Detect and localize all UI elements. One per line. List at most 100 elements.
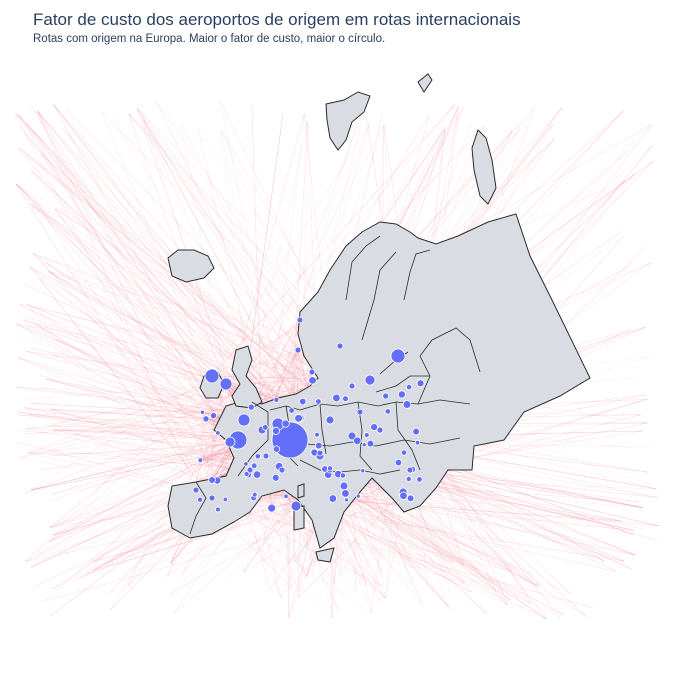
airport-marker[interactable] (202, 415, 210, 423)
airport-marker[interactable] (208, 476, 216, 484)
airport-marker[interactable] (416, 476, 423, 483)
airport-marker[interactable] (272, 426, 281, 435)
airport-marker[interactable] (197, 457, 204, 464)
airport-marker[interactable] (296, 316, 304, 324)
sicily-shape (315, 547, 335, 563)
airport-marker[interactable] (406, 494, 415, 503)
route-line (18, 124, 227, 385)
airport-marker[interactable] (251, 491, 258, 498)
airport-marker[interactable] (267, 503, 277, 513)
airport-marker[interactable] (414, 439, 421, 446)
airport-marker[interactable] (243, 461, 249, 467)
airport-marker[interactable] (192, 486, 200, 494)
airport-marker[interactable] (299, 397, 307, 406)
route-line (30, 203, 319, 402)
route-line (23, 283, 213, 377)
airport-marker[interactable] (250, 462, 258, 470)
airport-marker[interactable] (243, 470, 250, 477)
airport-marker[interactable] (406, 466, 414, 474)
airport-marker[interactable] (394, 458, 403, 467)
airport-marker[interactable] (382, 392, 390, 400)
airport-marker[interactable] (366, 439, 375, 448)
airport-marker[interactable] (199, 409, 205, 415)
airport-marker[interactable] (308, 376, 317, 385)
route-line (30, 310, 219, 510)
airport-marker[interactable] (294, 346, 302, 354)
route-line (23, 408, 207, 420)
airport-marker[interactable] (247, 403, 255, 411)
airport-marker[interactable] (215, 430, 221, 436)
airport-marker[interactable] (273, 396, 280, 403)
airport-marker[interactable] (237, 413, 251, 427)
airport-marker[interactable] (399, 491, 408, 500)
airport-marker[interactable] (342, 395, 349, 403)
airport-marker[interactable] (208, 494, 216, 502)
airport-marker[interactable] (348, 382, 356, 390)
airport-marker[interactable] (347, 431, 357, 441)
airport-marker[interactable] (339, 472, 347, 479)
airport-marker[interactable] (355, 493, 361, 499)
airport-marker[interactable] (360, 468, 366, 474)
route-line (130, 478, 409, 573)
airport-marker[interactable] (281, 419, 290, 428)
airport-marker[interactable] (252, 470, 262, 479)
airport-marker[interactable] (314, 441, 323, 450)
airport-marker[interactable] (219, 377, 233, 391)
route-line (25, 319, 301, 562)
airport-marker[interactable] (376, 426, 384, 434)
airport-marker[interactable] (294, 414, 303, 423)
airport-marker[interactable] (356, 408, 364, 416)
airport-marker[interactable] (384, 408, 392, 415)
airport-marker[interactable] (402, 400, 412, 409)
airport-marker[interactable] (204, 368, 220, 384)
airport-marker[interactable] (308, 368, 316, 376)
airport-marker[interactable] (215, 506, 221, 513)
airport-marker[interactable] (222, 496, 229, 503)
airport-marker[interactable] (328, 494, 338, 503)
route-line (30, 170, 277, 432)
route-line (28, 371, 313, 454)
airport-marker[interactable] (332, 393, 341, 403)
airport-marker[interactable] (315, 398, 322, 405)
airport-marker[interactable] (353, 436, 362, 446)
airport-marker[interactable] (271, 421, 309, 459)
route-line (25, 350, 227, 385)
airport-marker[interactable] (325, 415, 335, 425)
airport-marker[interactable] (341, 489, 350, 498)
route-line (86, 319, 301, 575)
airport-marker[interactable] (405, 475, 412, 482)
airport-marker[interactable] (290, 500, 302, 512)
airport-marker[interactable] (370, 423, 379, 432)
airport-marker[interactable] (316, 449, 324, 457)
airport-marker[interactable] (339, 481, 349, 491)
airport-marker[interactable] (272, 445, 281, 453)
airport-marker[interactable] (246, 466, 254, 474)
airport-marker[interactable] (254, 453, 261, 460)
airport-marker[interactable] (261, 424, 269, 431)
airport-marker[interactable] (271, 473, 280, 482)
svalbard-shape (325, 91, 371, 151)
airport-marker[interactable] (336, 342, 344, 350)
airport-marker[interactable] (412, 427, 420, 436)
airport-marker[interactable] (400, 449, 408, 456)
airport-marker[interactable] (224, 436, 236, 448)
route-line (358, 495, 538, 587)
airport-marker[interactable] (363, 432, 370, 438)
airport-marker[interactable] (197, 496, 203, 503)
airport-marker[interactable] (364, 374, 376, 386)
airport-marker[interactable] (209, 412, 218, 420)
airport-marker[interactable] (278, 466, 286, 474)
airport-marker[interactable] (361, 442, 367, 448)
airport-marker[interactable] (288, 407, 295, 414)
airport-marker[interactable] (314, 432, 320, 438)
airport-marker[interactable] (390, 348, 406, 364)
airport-marker[interactable] (283, 493, 289, 499)
airport-marker[interactable] (262, 452, 270, 460)
airport-marker[interactable] (397, 390, 406, 399)
airport-marker[interactable] (416, 379, 425, 388)
route-line (19, 303, 201, 500)
airport-marker[interactable] (344, 497, 349, 503)
airport-marker[interactable] (327, 465, 333, 472)
airport-marker[interactable] (405, 384, 413, 391)
